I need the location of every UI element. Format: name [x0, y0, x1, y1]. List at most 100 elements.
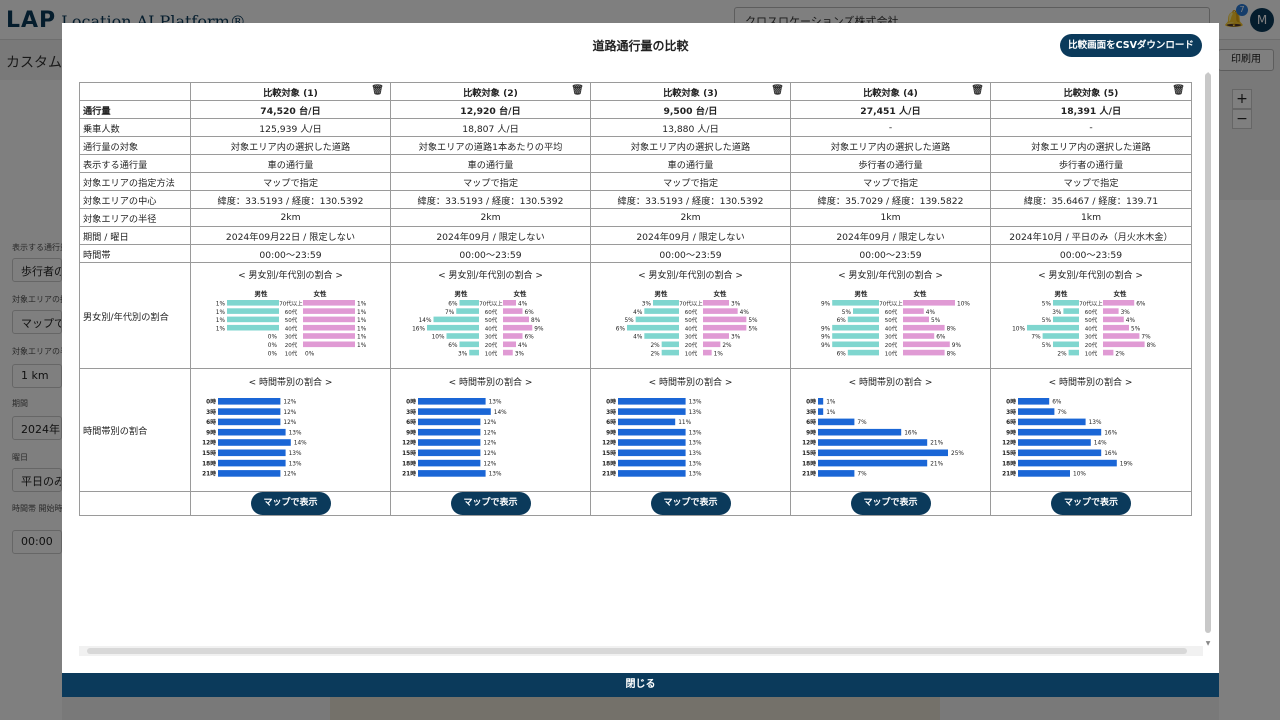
close-button[interactable]: 閉じる	[62, 673, 1219, 697]
female-bar	[503, 341, 516, 348]
horizontal-scrollbar[interactable]	[79, 646, 1203, 656]
show-on-map-button[interactable]: マップで表示	[450, 492, 531, 515]
hour-label: 0時	[1006, 398, 1016, 406]
female-value-label: 10%	[957, 302, 970, 308]
table-cell: 緯度：35.7029 / 経度：139.5822	[790, 190, 991, 209]
chart-title: < 男女別/年代別の割合 >	[238, 269, 343, 281]
hour-bar	[418, 459, 481, 467]
female-value-label: 5%	[931, 318, 941, 324]
female-value-label: 1%	[357, 318, 367, 324]
male-bar	[227, 316, 279, 323]
male-label: 男性	[454, 289, 469, 298]
csv-download-button[interactable]: 比較画面をCSVダウンロード	[1060, 34, 1202, 57]
show-on-map-button[interactable]: マップで表示	[1051, 492, 1131, 515]
hour-bar	[1018, 418, 1086, 426]
button-cell: マップで表示	[590, 491, 791, 516]
table-cell: マップで指定	[790, 172, 991, 191]
chart-title: < 男女別/年代別の割合 >	[638, 269, 743, 281]
hour-value-label: 13%	[689, 430, 702, 436]
comparison-table: 比較対象 (1) 🗑 比較対象 (2) 🗑 比較対象 (3) 🗑 比較対象 (4) 🗑 比較対象…	[79, 82, 1192, 516]
trash-icon[interactable]: 🗑	[571, 85, 584, 96]
age-label: 40代	[1085, 324, 1098, 332]
show-on-map-button[interactable]: マップで表示	[250, 492, 331, 515]
hour-bar	[1018, 398, 1050, 405]
female-value-label: 1%	[357, 343, 367, 349]
table-row: 通行量 74,520 台/日 12,920 台/日 9,500 台/日 27,451 人…	[79, 100, 1192, 119]
female-bar	[503, 316, 529, 323]
target-name: 比較対象 (1)	[263, 87, 318, 99]
trash-icon[interactable]: 🗑	[1172, 85, 1185, 96]
female-value-label: 6%	[1136, 302, 1146, 308]
female-value-label: 1%	[357, 326, 367, 332]
hourly-chart: < 時間帯別の割合 > 0時 13% 3時 14% 6時 12% 9時 12% 12時 12% 15時…	[402, 376, 532, 478]
hour-value-label: 13%	[289, 430, 302, 436]
table-cell: 2024年09月 / 限定しない	[590, 226, 791, 245]
male-bar	[227, 308, 279, 314]
age-label: 30代	[685, 333, 698, 341]
vertical-scrollbar[interactable]: ▲ ▼	[1203, 71, 1213, 647]
table-cell: 9,500 台/日	[590, 100, 791, 119]
table-cell: 緯度：35.6467 / 経度：139.71	[990, 190, 1192, 209]
female-bar	[503, 308, 523, 314]
scrollbar-thumb[interactable]	[1205, 73, 1211, 633]
table-cell: 125,939 人/日	[190, 118, 391, 137]
hour-label: 18時	[1002, 459, 1016, 467]
male-value-label: 7%	[445, 310, 455, 316]
table-cell: 74,520 台/日	[190, 100, 391, 119]
male-value-label: 14%	[419, 318, 432, 324]
male-bar	[1053, 341, 1079, 348]
trash-icon[interactable]: 🗑	[971, 85, 984, 96]
trash-icon[interactable]: 🗑	[371, 85, 384, 96]
male-value-label: 1%	[216, 318, 226, 324]
female-bar	[1103, 300, 1135, 306]
row-label: 時間帯	[79, 244, 191, 263]
show-on-map-button[interactable]: マップで表示	[650, 492, 731, 515]
male-value-label: 2%	[650, 351, 660, 357]
gender-age-chart: < 男女別/年代別の割合 > 男性 女性 70代以上 5% 6% 60代 3% 3% 50代 5% 4…	[1012, 269, 1156, 357]
hour-bar	[218, 418, 281, 426]
hour-value-label: 12%	[483, 441, 496, 447]
female-value-label: 5%	[1131, 326, 1141, 332]
hour-value-label: 12%	[283, 472, 296, 478]
target-header: 比較対象 (3) 🗑	[590, 82, 791, 101]
target-name: 比較対象 (2)	[463, 87, 518, 99]
hour-value-label: 12%	[483, 420, 496, 426]
hour-label: 12時	[802, 439, 816, 447]
hour-label: 0時	[606, 398, 616, 406]
male-bar	[832, 341, 879, 348]
male-bar	[469, 349, 479, 356]
hour-bar	[1018, 439, 1091, 446]
age-label: 10代	[885, 349, 898, 357]
male-value-label: 5%	[1042, 343, 1052, 349]
hourly-chart: < 時間帯別の割合 > 0時 6% 3時 7% 6時 13% 9時 16% 12時 14% 15時 16…	[1002, 376, 1133, 478]
hour-value-label: 12%	[283, 420, 296, 426]
hour-value-label: 12%	[283, 410, 296, 416]
male-bar	[1027, 324, 1079, 331]
age-label: 50代	[685, 316, 698, 324]
table-row: 対象エリアの中心 緯度：33.5193 / 経度：130.5392 緯度：33.51…	[79, 190, 1192, 209]
female-bar	[1103, 349, 1114, 356]
table-cell: 歩行者の通行量	[790, 154, 991, 173]
gender-age-chart-cell: < 男女別/年代別の割合 > 男性 女性 70代以上 6% 4% 60代 7% 6% 50代 14%…	[390, 262, 591, 369]
male-value-label: 6%	[837, 351, 847, 357]
age-label: 60代	[1085, 308, 1098, 316]
target-name: 比較対象 (3)	[663, 87, 718, 99]
gender-age-chart: < 男女別/年代別の割合 > 男性 女性 70代以上 6% 4% 60代 7% 6% 50代 14%…	[412, 269, 544, 357]
show-on-map-button[interactable]: マップで表示	[850, 492, 931, 515]
scrollbar-thumb[interactable]	[87, 648, 1187, 654]
hour-label: 6時	[406, 418, 416, 426]
hour-bar	[618, 439, 686, 446]
table-row: 時間帯 00:00〜23:59 00:00〜23:59 00:00〜23:59 00:0…	[79, 244, 1192, 263]
male-value-label: 1%	[216, 326, 226, 332]
female-value-label: 0%	[305, 351, 315, 357]
male-bar	[1042, 333, 1079, 339]
female-value-label: 5%	[748, 318, 758, 324]
hour-bar	[218, 428, 286, 436]
hour-value-label: 6%	[1052, 400, 1062, 406]
female-bar	[903, 308, 924, 314]
trash-icon[interactable]: 🗑	[771, 85, 784, 96]
target-header: 比較対象 (5) 🗑	[990, 82, 1192, 101]
female-bar	[703, 316, 747, 323]
scroll-down-icon[interactable]: ▼	[1205, 640, 1211, 647]
female-bar	[303, 341, 355, 348]
